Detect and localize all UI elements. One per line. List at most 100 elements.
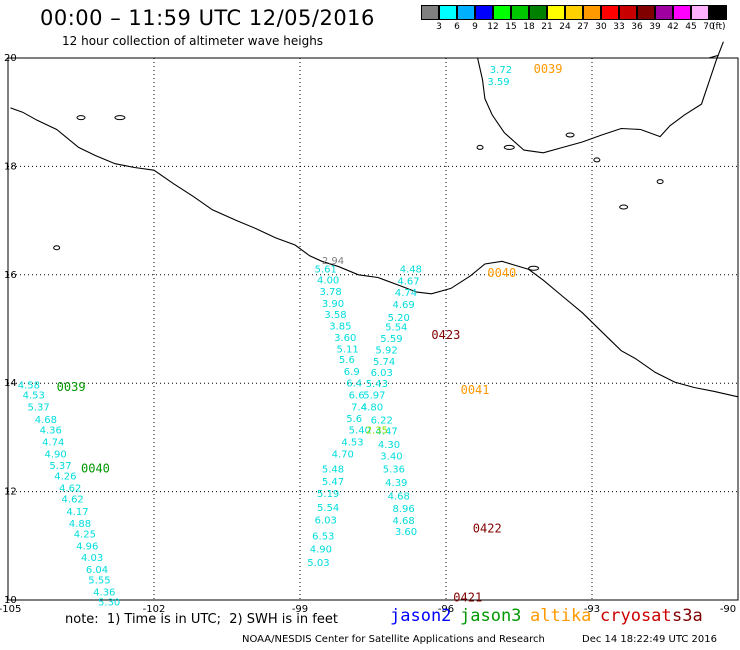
lon-tick-label: -99 <box>292 604 308 615</box>
lat-tick-label: 16 <box>4 270 17 281</box>
swh-value: 4.74 <box>42 438 64 449</box>
legend-swatch <box>457 5 475 20</box>
satellite-name-jason2: jason2 <box>390 606 452 626</box>
swh-value: 5.37 <box>27 402 49 413</box>
legend-label: 18 <box>523 22 535 32</box>
swh-value: 5.92 <box>375 345 397 356</box>
lon-tick-label: -93 <box>584 604 600 615</box>
water-body-outline <box>76 115 86 121</box>
swh-value: 4.90 <box>310 544 332 555</box>
swh-value: 6.22 <box>371 415 393 426</box>
swh-value: 8.96 <box>392 504 414 515</box>
swh-value: 4.96 <box>76 542 98 553</box>
swh-value: 7.4 <box>351 402 367 413</box>
map-frame <box>7 57 739 601</box>
legend-label: 15 <box>505 22 517 32</box>
legend-swatch <box>493 5 511 20</box>
swh-value: 4.36 <box>93 588 115 599</box>
credit-line: NOAA/NESDIS Center for Satellite Applica… <box>242 634 545 645</box>
pass-time-label: 0040 <box>487 266 516 280</box>
swh-value: 6.9 <box>344 367 360 378</box>
swh-value: 5.54 <box>385 323 407 334</box>
water-body-outline <box>53 245 61 251</box>
legend-swatch <box>673 5 691 20</box>
lon-tick-label: -105 <box>0 604 21 615</box>
swh-value: 5.54 <box>317 503 339 514</box>
legend-swatch <box>583 5 601 20</box>
pass-time-label: 0039 <box>534 62 563 76</box>
swh-value: 4.62 <box>59 484 81 495</box>
swh-value: 4.90 <box>45 449 67 460</box>
swh-value: 5.97 <box>363 390 385 401</box>
swh-value: 5.11 <box>337 344 359 355</box>
swh-value: 3.60 <box>395 527 417 538</box>
legend-swatch <box>655 5 673 20</box>
swh-value: 6.04 <box>86 565 108 576</box>
swh-value: 4.80 <box>361 402 383 413</box>
swh-value: 4.00 <box>317 275 339 286</box>
swh-value: 4.58 <box>18 381 40 392</box>
legend-swatch <box>529 5 547 20</box>
satellite-name-jason3: jason3 <box>460 606 522 626</box>
swh-value: 3.58 <box>324 310 346 321</box>
swh-value: 4.68 <box>392 516 414 527</box>
water-body-outline <box>656 179 664 185</box>
legend-label: 12 <box>487 22 499 32</box>
satellite-name-altika: altika <box>530 606 592 626</box>
swh-value: 4.03 <box>81 553 103 564</box>
swh-value: 4.36 <box>40 426 62 437</box>
lat-tick-label: 20 <box>4 53 17 64</box>
legend-swatch <box>637 5 655 20</box>
swh-value: 5.6 <box>346 414 362 425</box>
swh-value: 2.35 <box>366 426 388 437</box>
legend-swatch <box>421 5 439 20</box>
lon-tick-label: -96 <box>438 604 454 615</box>
swh-value: 5.48 <box>322 465 344 476</box>
water-body-outline <box>528 265 540 271</box>
swh-value: 5.43 <box>366 379 388 390</box>
graticule <box>8 58 738 600</box>
generated-timestamp: Dec 14 18:22:49 UTC 2016 <box>582 634 717 645</box>
swh-value: 3.85 <box>329 322 351 333</box>
swh-value: 5.19 <box>317 489 339 500</box>
water-body-outline <box>565 132 575 138</box>
pass-time-label: 0423 <box>431 328 460 342</box>
legend-swatch <box>565 5 583 20</box>
swh-value: 4.74 <box>395 288 417 299</box>
swh-value: 4.69 <box>392 300 414 311</box>
page-title: 00:00 – 11:59 UTC 12/05/2016 <box>40 6 375 30</box>
swh-value: 6.6 <box>349 390 365 401</box>
swh-value: 5.36 <box>383 465 405 476</box>
water-body-outline <box>619 204 629 210</box>
legend-label: 45 <box>685 22 697 32</box>
swh-value: 5.61 <box>315 265 337 276</box>
swh-value: 5.55 <box>88 576 110 587</box>
color-scale-legend: 3 6 9 12 15 18 21 24 27 30 33 36 39 42 45 70 <box>421 5 728 35</box>
legend-swatch <box>619 5 637 20</box>
swh-value: 4.68 <box>388 492 410 503</box>
page-subtitle: 12 hour collection of altimeter wave hei… <box>62 34 324 48</box>
swh-value: 3.78 <box>319 287 341 298</box>
swh-value: 5.40 <box>349 426 371 437</box>
lat-tick-label: 10 <box>4 595 17 606</box>
swh-value: 4.39 <box>385 478 407 489</box>
legend-swatch <box>511 5 529 20</box>
swh-values: 4.584.535.374.684.364.744.905.374.264.62… <box>18 65 512 608</box>
swh-value: 4.53 <box>23 390 45 401</box>
swh-value: 5.47 <box>322 477 344 488</box>
lat-tick-label: 14 <box>4 378 17 389</box>
swh-value: 3.60 <box>334 333 356 344</box>
swh-value: 6.53 <box>312 531 334 542</box>
legend-label: 24 <box>559 22 571 32</box>
map-border <box>7 57 739 601</box>
swh-value: 4.53 <box>341 438 363 449</box>
water-body-outline <box>503 144 515 150</box>
lon-tick-label: -90 <box>720 604 736 615</box>
swh-value: 5.37 <box>49 461 71 472</box>
pacific-coastline <box>10 107 739 398</box>
swh-value: 3.72 <box>490 65 512 76</box>
legend-swatch <box>601 5 619 20</box>
pass-time-labels: 0039 0040 0039 0040 0041 0423 0422 0421 <box>57 62 563 604</box>
